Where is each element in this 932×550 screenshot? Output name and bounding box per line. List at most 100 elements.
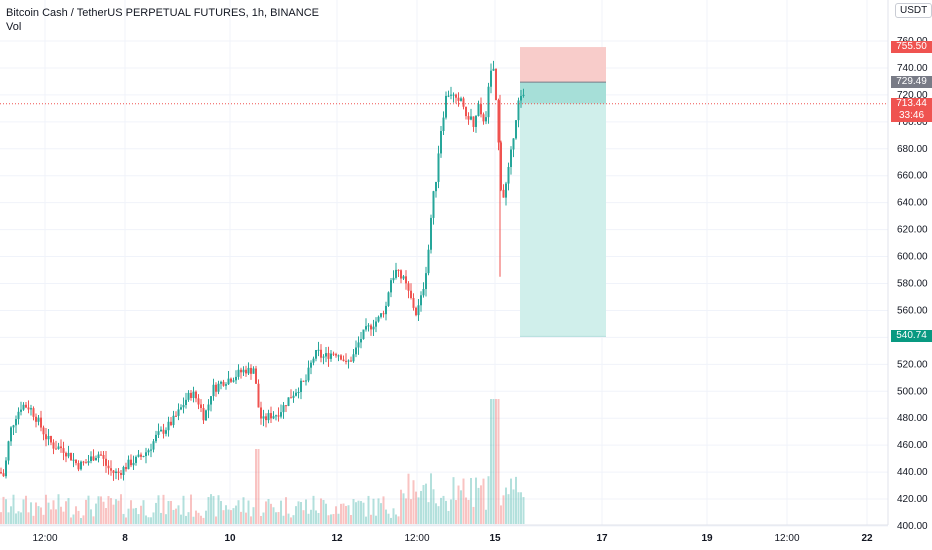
candle-body xyxy=(202,407,205,421)
volume-bar xyxy=(287,513,290,524)
volume-bar xyxy=(215,516,217,524)
candle-body xyxy=(47,436,50,440)
volume-bar xyxy=(372,498,375,524)
candle-body xyxy=(72,459,75,461)
position-zones[interactable] xyxy=(520,47,606,337)
volume-bar xyxy=(242,497,245,524)
volume-bar xyxy=(307,513,310,524)
candle-body xyxy=(255,368,257,384)
candle-body xyxy=(340,355,342,360)
candle-body xyxy=(397,269,400,271)
volume-bar xyxy=(260,515,262,524)
candle-body xyxy=(220,381,222,384)
volume-bar xyxy=(492,399,495,524)
volume-bar xyxy=(17,511,20,524)
volume-bar xyxy=(340,503,342,524)
volume-bar xyxy=(155,502,157,524)
volume-bar xyxy=(25,495,27,524)
volume-bar xyxy=(465,497,467,524)
volume-bar xyxy=(165,514,167,524)
candle-body xyxy=(50,436,52,443)
x-tick-label: 10 xyxy=(224,533,236,544)
stop-loss-zone xyxy=(520,47,606,83)
candle-body xyxy=(147,450,150,453)
y-tick-label: 400.00 xyxy=(897,521,928,532)
volume-bar xyxy=(187,512,190,524)
candle-body xyxy=(342,359,345,361)
candle-body xyxy=(192,391,195,398)
candle-body xyxy=(185,399,187,406)
candle-body xyxy=(180,407,182,410)
candle-body xyxy=(422,289,425,296)
candle-body xyxy=(352,354,355,362)
candle-body xyxy=(262,416,265,419)
volume-bar xyxy=(487,476,490,524)
candle-body xyxy=(510,149,512,167)
volume-bar xyxy=(22,499,25,524)
volume-bar xyxy=(235,505,237,524)
candle-body xyxy=(165,430,167,434)
volume-bar xyxy=(20,512,22,524)
candle-body xyxy=(195,391,197,399)
volume-bar xyxy=(65,501,67,524)
candle-body xyxy=(477,104,480,116)
candle-body xyxy=(317,349,320,351)
candle-body xyxy=(132,462,135,466)
volume-bar xyxy=(150,517,152,524)
volume-bar xyxy=(270,503,272,524)
volume-bar xyxy=(47,502,50,524)
candle-body xyxy=(322,356,325,358)
y-tick-label: 460.00 xyxy=(897,440,928,451)
candle-body xyxy=(337,355,340,357)
volume-bar xyxy=(12,494,15,524)
time-axis[interactable]: 12:00 8 10 12 12:00 15 17 19 12:00 22 xyxy=(32,533,873,544)
candle-body xyxy=(37,417,40,422)
candle-body xyxy=(122,467,125,475)
candle-body xyxy=(40,417,42,428)
candle-body xyxy=(282,405,285,413)
candle-body xyxy=(162,429,165,434)
volume-bar xyxy=(467,499,470,524)
candle-body xyxy=(252,368,255,374)
volume-bar xyxy=(297,501,300,524)
candle-body xyxy=(410,290,412,298)
candle-body xyxy=(372,326,375,330)
candle-body xyxy=(330,353,332,359)
candle-body xyxy=(385,305,387,315)
volume-bar xyxy=(210,494,212,524)
candle-body xyxy=(140,454,142,457)
volume-bar xyxy=(332,514,335,524)
candle-body xyxy=(27,407,30,410)
candle-body xyxy=(82,461,85,463)
volume-bar xyxy=(87,495,90,524)
volume-bar xyxy=(462,478,465,524)
candle-body xyxy=(272,416,275,419)
candle-body xyxy=(462,98,465,107)
volume-bar xyxy=(145,515,147,524)
candle-body xyxy=(287,397,290,406)
candle-body xyxy=(205,410,207,421)
volume-bar xyxy=(345,505,347,524)
candle-body xyxy=(177,409,180,416)
volume-bar xyxy=(317,512,320,524)
candle-body xyxy=(10,427,12,442)
volume-bar xyxy=(377,498,380,524)
volume-bar xyxy=(62,511,65,524)
volume-bar xyxy=(477,487,480,524)
candle-body xyxy=(62,448,65,453)
volume-bar xyxy=(300,502,302,524)
volume-bar xyxy=(507,494,510,524)
candle-body xyxy=(377,316,380,322)
candle-body xyxy=(2,473,5,477)
candle-body xyxy=(475,115,477,127)
volume-bar xyxy=(517,492,520,524)
candle-body xyxy=(92,456,95,461)
currency-selector[interactable]: USDT xyxy=(895,3,932,18)
candle-body xyxy=(5,460,7,477)
candle-body xyxy=(360,339,362,343)
volume-indicator-label[interactable]: Vol xyxy=(6,21,22,33)
volume-bar xyxy=(470,477,472,524)
volume-bar xyxy=(387,513,390,524)
candle-body xyxy=(25,404,27,408)
